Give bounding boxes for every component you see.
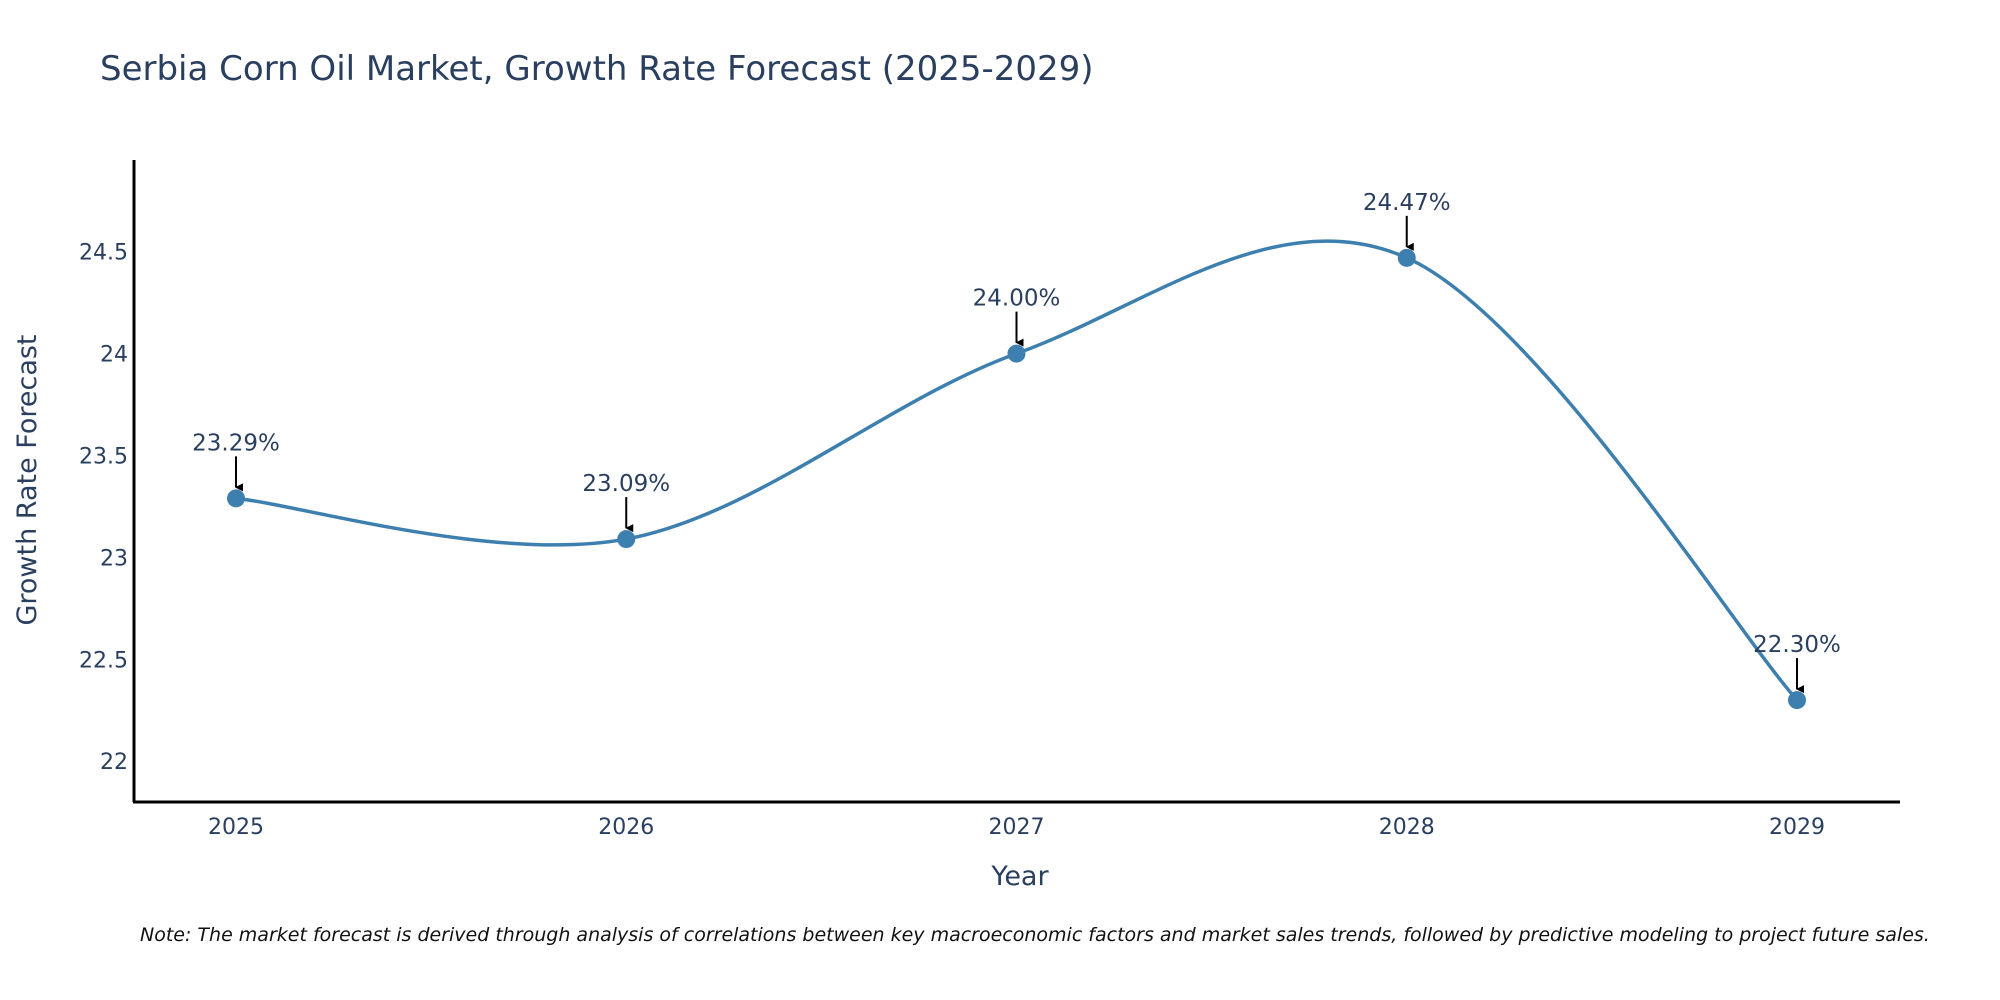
chart-title: Serbia Corn Oil Market, Growth Rate Fore… — [100, 49, 1094, 89]
y-tick-label: 22 — [100, 750, 128, 775]
y-tick-label: 23.5 — [79, 445, 128, 470]
data-label: 23.29% — [192, 430, 280, 456]
y-tick-label: 24 — [100, 343, 128, 368]
data-label: 24.00% — [973, 286, 1061, 312]
footnote: Note: The market forecast is derived thr… — [140, 924, 1930, 946]
data-point — [1007, 344, 1026, 363]
series-line — [235, 239, 1799, 702]
data-point — [1788, 691, 1806, 710]
y-axis-ticks: 22 22.5 23 23.5 24 24.5 — [79, 241, 128, 776]
data-label: 24.47% — [1363, 190, 1451, 216]
data-markers — [227, 248, 1806, 710]
data-point — [617, 530, 636, 549]
x-axis-title: Year — [990, 861, 1049, 892]
x-tick-label: 2027 — [989, 815, 1045, 840]
y-tick-label: 24.5 — [79, 241, 128, 266]
y-tick-label: 22.5 — [79, 648, 128, 673]
x-tick-label: 2028 — [1379, 815, 1435, 840]
data-label: 22.30% — [1753, 632, 1841, 658]
y-tick-label: 23 — [100, 546, 128, 571]
data-point — [227, 489, 245, 508]
x-tick-label: 2025 — [208, 815, 264, 840]
y-axis-title: Growth Rate Forecast — [12, 334, 43, 625]
data-annotations: 23.29% 23.09% 24.00% 24.47% 22.30% — [192, 190, 1841, 694]
data-label: 23.09% — [582, 471, 670, 497]
x-tick-label: 2026 — [598, 815, 654, 840]
x-tick-label: 2029 — [1769, 815, 1825, 840]
data-point — [1397, 248, 1416, 267]
x-axis-ticks: 2025 2026 2027 2028 2029 — [208, 815, 1825, 840]
